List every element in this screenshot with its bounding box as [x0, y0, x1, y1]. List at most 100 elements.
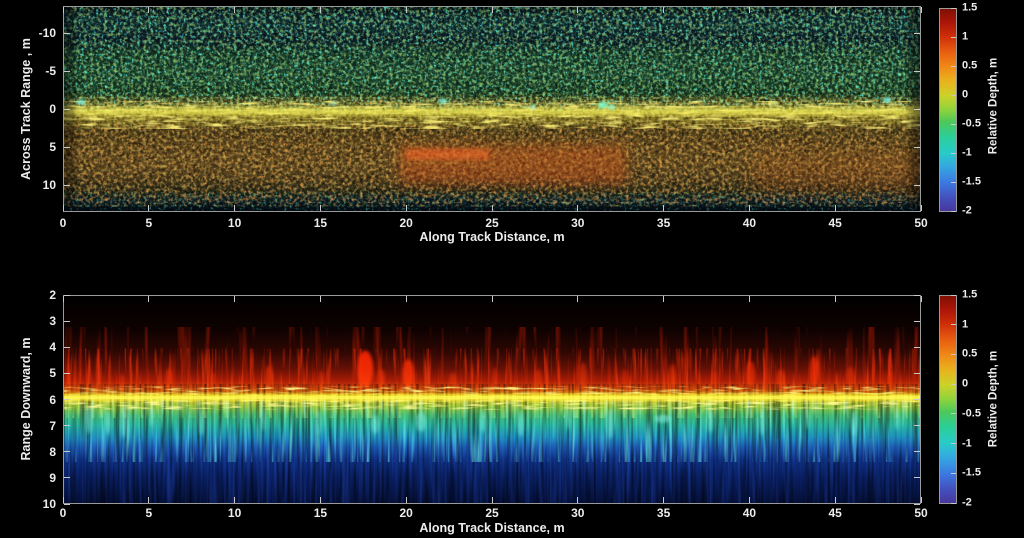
bottom-xtick-label: 5: [145, 506, 153, 520]
bottom-xtick-label: 20: [399, 506, 413, 520]
bottom-xtick-mark: [491, 497, 493, 503]
bottom-ytick-label: 3: [49, 314, 56, 329]
plan-view-image: [64, 7, 920, 211]
bottom-ytick-mark: [914, 346, 920, 348]
top-ytick-mark: [914, 184, 920, 186]
bottom-colorbar-tick-mark: [951, 324, 956, 326]
top-xtick-mark: [148, 205, 150, 211]
bottom-xtick-mark: [148, 497, 150, 503]
bottom-ytick-mark: [914, 294, 920, 296]
bottom-xaxis-label: Along Track Distance, m: [419, 521, 565, 535]
bottom-colorbar-tick-label: 0.5: [962, 347, 978, 360]
top-xtick-mark: [748, 205, 750, 211]
bottom-ytick-mark: [914, 425, 920, 427]
bottom-ytick-label: 2: [49, 288, 56, 302]
top-xtick-mark: [491, 205, 493, 211]
top-colorbar-tick-label: 0.5: [962, 59, 978, 72]
bottom-ytick-mark: [64, 477, 70, 479]
top-ytick-label: 10: [42, 178, 56, 192]
top-xtick-label: 20: [399, 216, 413, 230]
top-xtick-label: 40: [742, 216, 757, 230]
bottom-xtick-label: 25: [485, 506, 499, 520]
profile-view-image: [64, 296, 920, 503]
bottom-xtick-mark: [920, 296, 922, 302]
top-ytick-mark: [64, 146, 70, 148]
bottom-ytick-mark: [64, 425, 70, 427]
bottom-yaxis-label: Range Downward, m: [18, 337, 33, 461]
bottom-xtick-label: 10: [227, 506, 242, 520]
bottom-xtick-mark: [405, 296, 407, 302]
top-xtick-mark: [920, 7, 922, 13]
bottom-ytick-label: 10: [42, 497, 56, 511]
bottom-colorbar-tick-mark: [951, 353, 956, 355]
top-xtick-label: 45: [828, 216, 842, 230]
top-colorbar-tick-mark: [951, 210, 956, 212]
bottom-ytick-label: 5: [49, 366, 56, 381]
red-spike-cluster: [118, 350, 894, 393]
bottom-colorbar-tick-mark: [951, 502, 956, 504]
top-colorbar-tick-mark: [951, 94, 956, 96]
cyan-streaks: [85, 403, 900, 439]
bottom-colorbar-tick-label: 0: [962, 377, 969, 390]
top-ytick-label: -10: [38, 26, 56, 40]
top-xtick-mark: [405, 205, 407, 211]
top-xtick-mark: [834, 7, 836, 13]
top-xtick-label: 0: [59, 216, 67, 230]
bottom-ytick-mark: [914, 320, 920, 322]
top-ytick-label: 0: [49, 102, 56, 116]
top-colorbar-tick-label: -1: [962, 146, 972, 159]
top-xtick-mark: [148, 7, 150, 13]
bottom-colorbar-tick-mark: [951, 413, 956, 415]
bottom-colorbar-tick-mark: [951, 472, 956, 474]
top-colorbar-gradient: [940, 9, 956, 211]
bottom-xtick-mark: [234, 296, 236, 302]
top-xtick-mark: [234, 205, 236, 211]
bottom-ytick-mark: [914, 503, 920, 505]
bottom-xtick-label: 50: [914, 506, 928, 520]
top-ytick-mark: [64, 32, 70, 34]
bottom-ytick-mark: [64, 372, 70, 374]
bottom-ytick-mark: [64, 320, 70, 322]
top-xtick-mark: [405, 7, 407, 13]
bottom-ytick-label: 9: [49, 470, 56, 485]
top-ytick-label: -5: [45, 64, 56, 78]
bottom-ytick-mark: [914, 477, 920, 479]
top-ytick-mark: [64, 70, 70, 72]
bottom-xtick-mark: [62, 296, 64, 302]
bottom-ytick-label: 6: [49, 392, 56, 407]
top-colorbar-tick-label: 1.5: [962, 1, 978, 14]
bottom-xtick-mark: [491, 296, 493, 302]
profile-view-panel: [63, 295, 921, 504]
top-xtick-mark: [920, 205, 922, 211]
bottom-xtick-label: 15: [313, 506, 328, 520]
top-xtick-label: 15: [313, 216, 328, 230]
top-colorbar-tick-label: -1.5: [962, 175, 981, 188]
bottom-xtick-mark: [748, 497, 750, 503]
bottom-colorbar-tick-label: 1.5: [962, 288, 978, 301]
top-xtick-mark: [62, 7, 64, 13]
top-colorbar-tick-mark: [951, 123, 956, 125]
bottom-ytick-mark: [64, 294, 70, 296]
top-colorbar-tick-mark: [951, 7, 956, 9]
bottom-xtick-label: 30: [571, 506, 585, 520]
top-xtick-mark: [491, 7, 493, 13]
bottom-colorbar-tick-mark: [951, 383, 956, 385]
bottom-xtick-mark: [920, 497, 922, 503]
bottom-colorbar-gradient: [940, 296, 956, 503]
top-colorbar-tick-mark: [951, 65, 956, 67]
top-xtick-mark: [319, 7, 321, 13]
bottom-xtick-mark: [748, 296, 750, 302]
top-xtick-label: 35: [656, 216, 671, 230]
bottom-ytick-mark: [914, 399, 920, 400]
bottom-xtick-mark: [663, 497, 665, 503]
top-xtick-mark: [748, 7, 750, 13]
top-ytick-label: 5: [49, 140, 56, 154]
bottom-xtick-label: 35: [656, 506, 671, 520]
bottom-xtick-mark: [577, 296, 579, 302]
bottom-colorbar-tick-label: -0.5: [962, 407, 981, 420]
top-colorbar-tick-label: 0: [962, 88, 969, 101]
top-ytick-mark: [914, 70, 920, 72]
plan-view-panel: [63, 6, 921, 212]
bottom-xtick-mark: [319, 497, 321, 503]
